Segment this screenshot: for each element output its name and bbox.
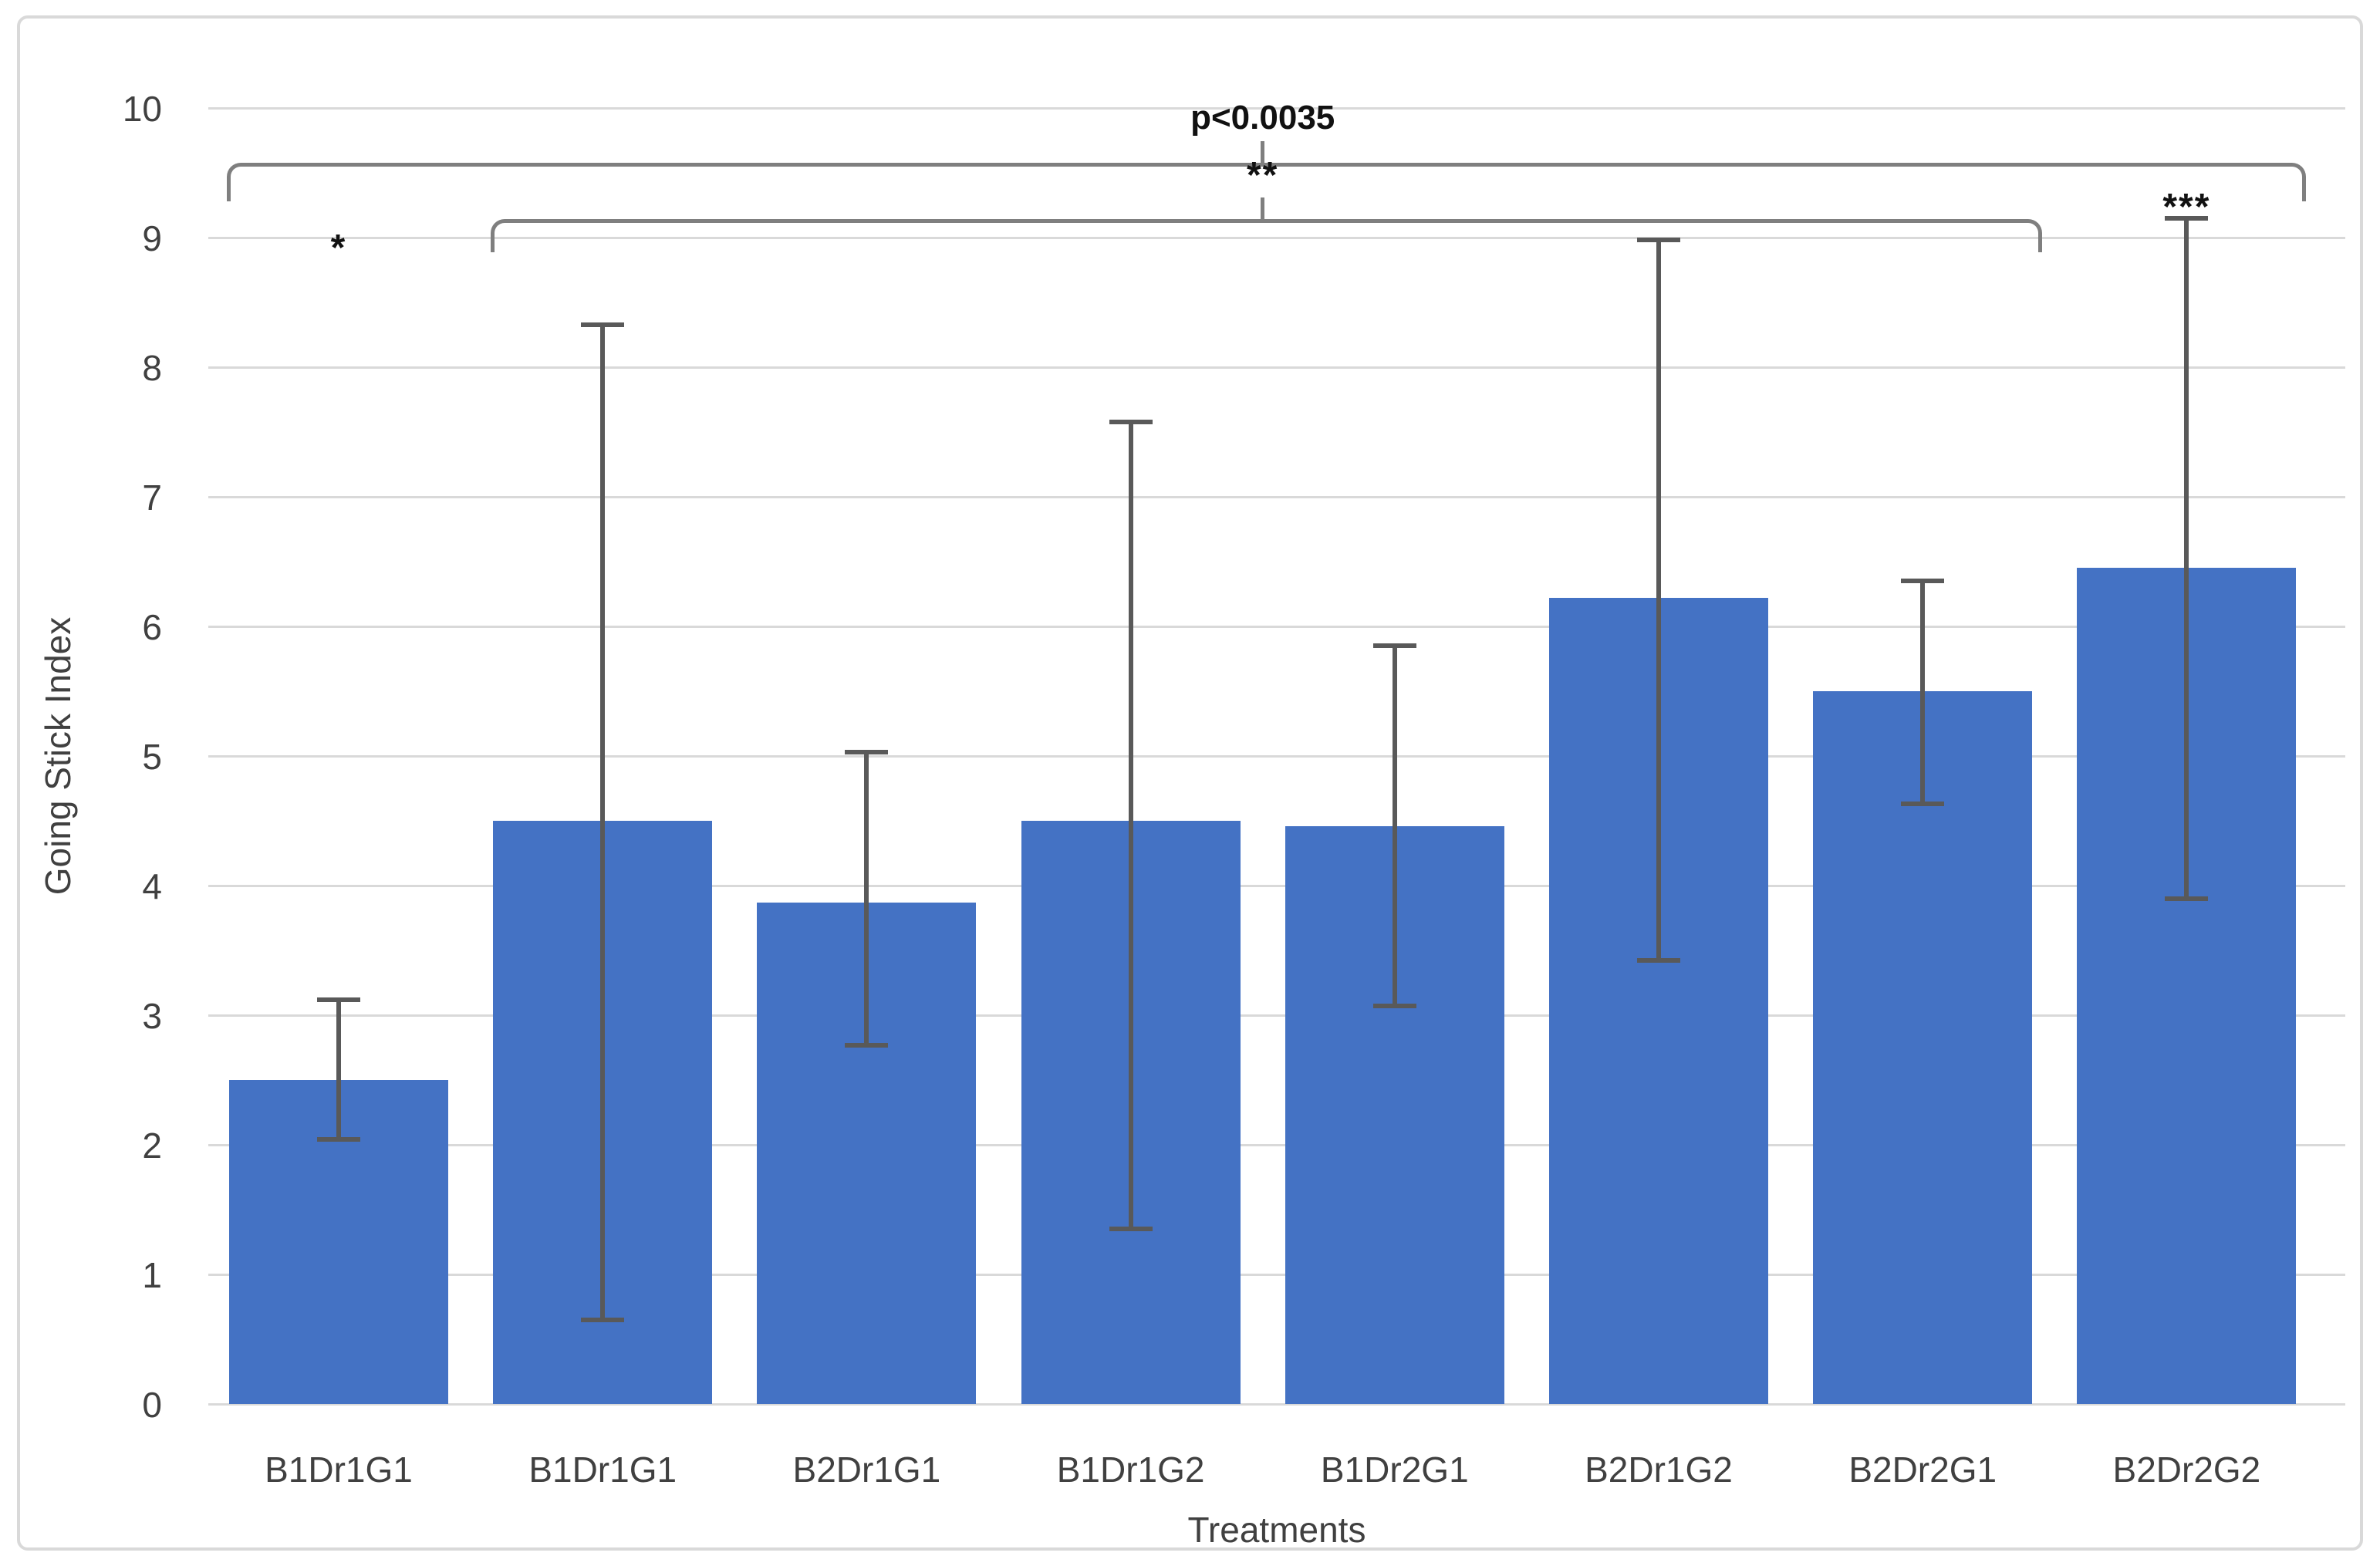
y-tick-label: 1 xyxy=(142,1255,162,1295)
error-bar-top-cap xyxy=(317,997,360,1002)
error-bar-top-cap xyxy=(845,749,889,754)
gridline xyxy=(208,1274,2345,1276)
error-bar-bottom-cap xyxy=(317,1137,360,1142)
bracket-center-tick xyxy=(1261,140,1265,163)
significance-bracket xyxy=(227,162,2307,201)
gridline xyxy=(208,1403,2345,1406)
gridline xyxy=(208,496,2345,498)
y-axis-title: Going Stick Index xyxy=(38,616,78,896)
error-bar xyxy=(1128,421,1133,1230)
bracket-center-tick xyxy=(1261,197,1265,220)
error-bar xyxy=(600,324,606,1320)
x-axis-title: Treatments xyxy=(1187,1510,1366,1550)
gridline xyxy=(208,237,2345,239)
error-bar-top-cap xyxy=(1372,643,1416,649)
error-bar-bottom-cap xyxy=(1637,958,1680,964)
x-tick-label: B2Dr1G1 xyxy=(792,1450,941,1490)
error-bar xyxy=(1656,240,1661,961)
error-bar-top-cap xyxy=(1901,579,1945,584)
x-tick-label: B1Dr1G1 xyxy=(528,1450,677,1490)
error-bar-top-cap xyxy=(1637,238,1680,243)
y-tick-label: 3 xyxy=(142,996,162,1036)
y-tick-label: 9 xyxy=(142,218,162,258)
x-tick-label: B2Dr2G2 xyxy=(2112,1450,2261,1490)
error-bar xyxy=(1920,581,1926,805)
x-tick-label: B2Dr2G1 xyxy=(1848,1450,1997,1490)
bracket-label: p<0.0035 xyxy=(1190,98,1335,137)
error-bar xyxy=(2184,218,2189,899)
gridline xyxy=(208,366,2345,369)
error-bar-bottom-cap xyxy=(1901,802,1945,807)
error-bar-top-cap xyxy=(1109,419,1153,424)
y-tick-label: 8 xyxy=(142,348,162,388)
gridline xyxy=(208,1014,2345,1017)
gridline xyxy=(208,1144,2345,1146)
x-tick-label: B1Dr1G1 xyxy=(265,1450,413,1490)
error-bar-bottom-cap xyxy=(845,1042,889,1048)
x-tick-label: B1Dr2G1 xyxy=(1320,1450,1469,1490)
y-tick-label: 4 xyxy=(142,866,162,906)
gridline xyxy=(208,885,2345,887)
figure-border xyxy=(17,15,2363,1551)
error-bar xyxy=(864,751,869,1045)
significance-star: * xyxy=(330,228,347,269)
bracket-label: ** xyxy=(1247,155,1279,197)
error-bar-bottom-cap xyxy=(581,1317,625,1322)
y-tick-label: 10 xyxy=(122,89,162,129)
significance-bracket xyxy=(491,219,2043,253)
y-tick-label: 5 xyxy=(142,737,162,777)
error-bar-bottom-cap xyxy=(1372,1004,1416,1009)
gridline xyxy=(208,626,2345,628)
bar xyxy=(1813,691,2033,1404)
x-tick-label: B1Dr1G2 xyxy=(1056,1450,1205,1490)
significance-star: *** xyxy=(2162,186,2211,228)
y-tick-label: 6 xyxy=(142,607,162,647)
error-bar-top-cap xyxy=(2165,215,2209,221)
x-tick-label: B2Dr1G2 xyxy=(1585,1450,1733,1490)
error-bar xyxy=(1392,646,1397,1007)
error-bar-bottom-cap xyxy=(1109,1227,1153,1232)
error-bar-top-cap xyxy=(581,322,625,327)
error-bar xyxy=(336,999,341,1140)
y-tick-label: 7 xyxy=(142,478,162,518)
y-tick-label: 2 xyxy=(142,1126,162,1166)
error-bar-bottom-cap xyxy=(2165,896,2209,901)
gridline xyxy=(208,755,2345,758)
y-tick-label: 0 xyxy=(142,1385,162,1425)
gridline xyxy=(208,107,2345,110)
